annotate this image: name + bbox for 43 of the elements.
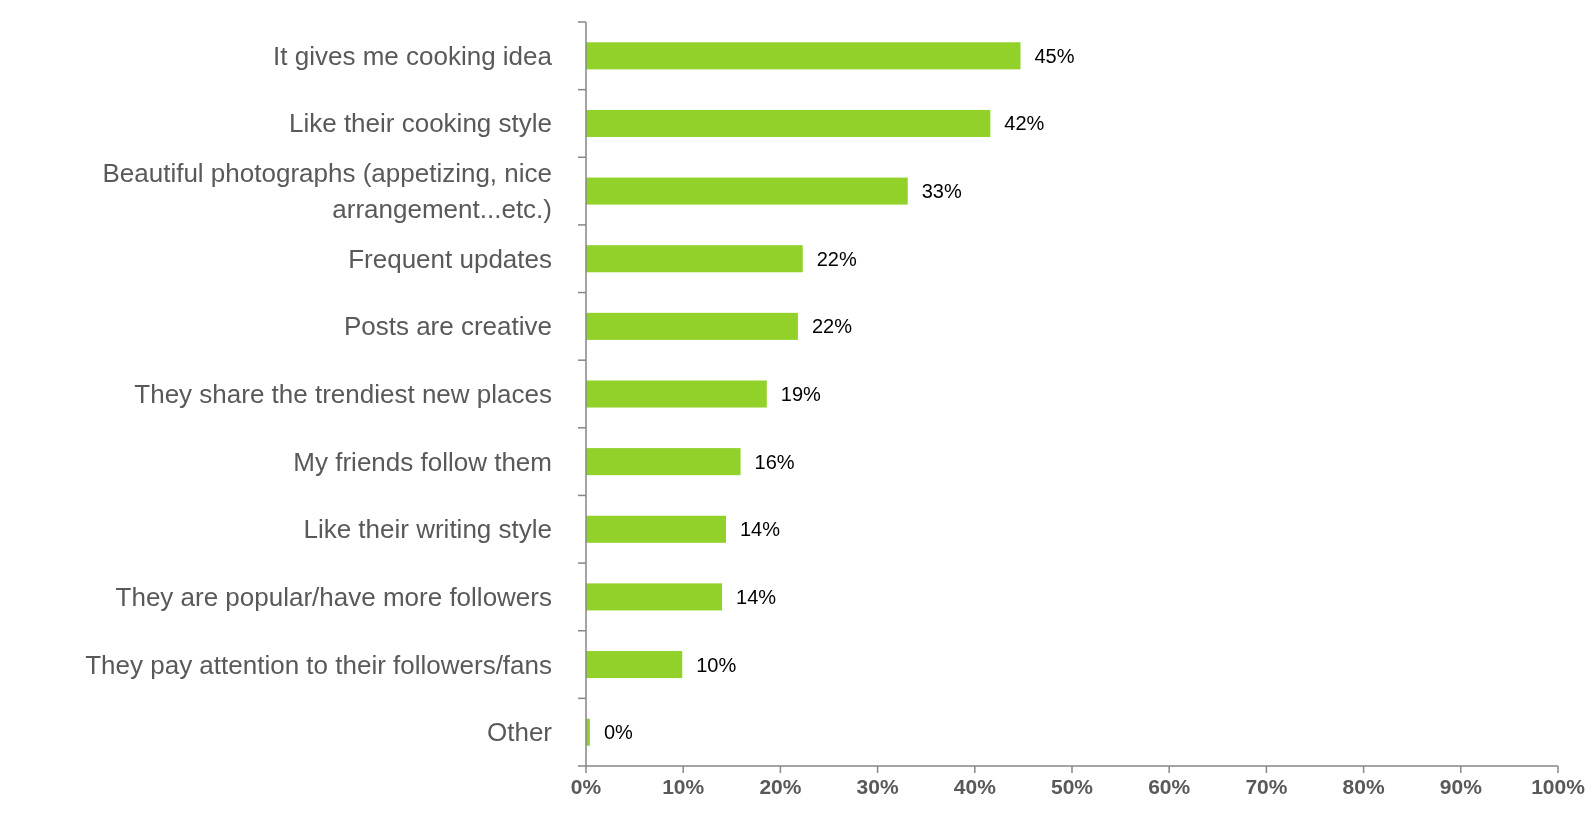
y-tick-label: They pay attention to their followers/fans — [85, 649, 552, 680]
data-label: 33% — [921, 180, 962, 203]
x-tick-label: 100% — [1531, 775, 1586, 798]
y-tick-label: Beautiful photographs (appetizing, nice arrangement...etc.) — [102, 158, 552, 225]
y-tick-label: They are popular/have more followers — [115, 581, 552, 612]
y-tick-label: It gives me cooking idea — [273, 40, 553, 71]
data-label: 42% — [1004, 112, 1045, 135]
y-tick-label: Posts are creative — [343, 311, 552, 342]
x-tick-label: 80% — [1342, 775, 1385, 798]
x-tick-label: 40% — [953, 775, 997, 798]
data-label: 14% — [736, 585, 777, 608]
x-tick-label: 50% — [1050, 775, 1094, 798]
data-label: 22% — [816, 247, 857, 270]
x-tick-label: 30% — [856, 775, 899, 798]
x-tick-label: 10% — [662, 775, 705, 798]
bar — [586, 651, 683, 679]
data-label: 16% — [754, 450, 795, 473]
y-tick-label: Like their writing style — [303, 514, 552, 545]
data-label: 45% — [1034, 44, 1075, 67]
y-tick-label: They share the trendiest new places — [134, 379, 552, 409]
bar — [586, 109, 991, 137]
bar — [586, 583, 723, 611]
y-tick-label: Frequent updates — [348, 243, 552, 274]
bar — [586, 42, 1021, 70]
bar — [586, 245, 803, 273]
x-tick-label: 90% — [1439, 775, 1483, 798]
data-label: 0% — [603, 721, 634, 744]
bar — [586, 380, 767, 408]
x-tick-label: 20% — [759, 775, 802, 798]
data-label: 19% — [780, 383, 822, 405]
y-tick-label: Like their cooking style — [288, 108, 552, 139]
x-tick-label: 0% — [570, 775, 602, 798]
y-tick-label: Other — [486, 717, 553, 748]
y-tick-label: My friends follow them — [293, 446, 552, 477]
bar — [586, 177, 908, 205]
bar — [586, 312, 798, 340]
data-label: 10% — [696, 653, 737, 676]
data-label: 14% — [739, 518, 781, 541]
data-label: 22% — [811, 315, 853, 338]
x-tick-label: 60% — [1148, 775, 1191, 798]
bar — [586, 515, 726, 543]
x-tick-label: 70% — [1245, 775, 1288, 798]
bar — [586, 448, 741, 476]
